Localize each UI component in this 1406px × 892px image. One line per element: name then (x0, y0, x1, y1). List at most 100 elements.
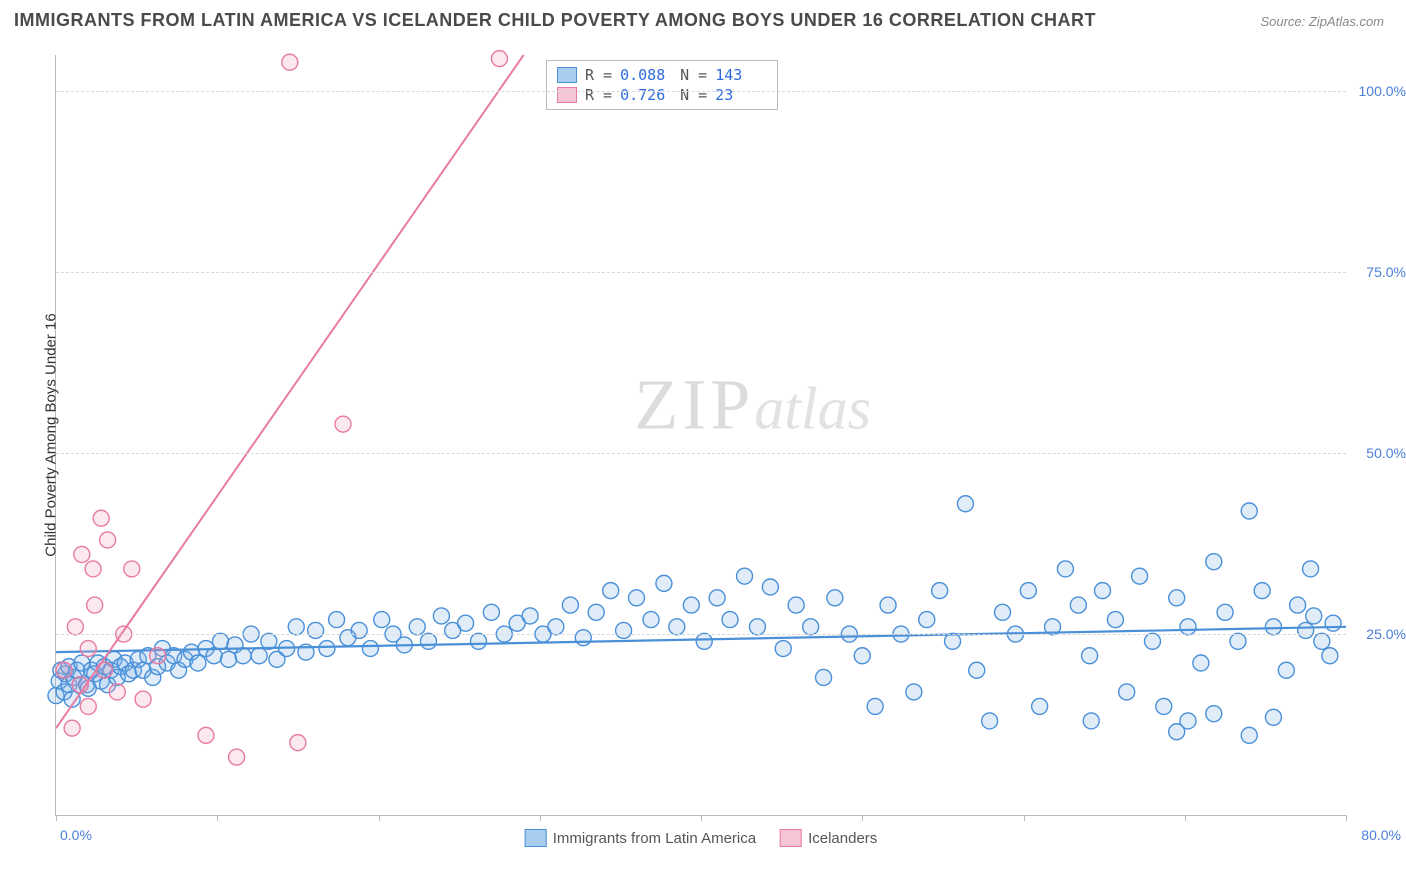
data-point-icelanders (282, 54, 298, 70)
data-point-latin (1217, 604, 1233, 620)
data-point-latin (190, 655, 206, 671)
data-point-icelanders (229, 749, 245, 765)
data-point-icelanders (198, 727, 214, 743)
x-tick (56, 815, 57, 821)
data-point-latin (420, 633, 436, 649)
data-point-latin (1107, 612, 1123, 628)
x-tick (540, 815, 541, 821)
data-point-latin (251, 648, 267, 664)
data-point-latin (696, 633, 712, 649)
data-point-latin (1057, 561, 1073, 577)
data-point-latin (1278, 662, 1294, 678)
data-point-latin (1303, 561, 1319, 577)
data-point-latin (308, 622, 324, 638)
data-point-latin (1306, 608, 1322, 624)
data-point-latin (588, 604, 604, 620)
chart-plot-area: Child Poverty Among Boys Under 16 ZIPatl… (55, 55, 1346, 816)
data-point-latin (319, 641, 335, 657)
data-point-latin (483, 604, 499, 620)
data-point-icelanders (74, 546, 90, 562)
data-point-latin (1314, 633, 1330, 649)
data-point-latin (212, 633, 228, 649)
data-point-latin (1169, 590, 1185, 606)
data-point-latin (1070, 597, 1086, 613)
data-point-latin (1156, 698, 1172, 714)
grid-line (56, 272, 1346, 273)
legend-label: Icelanders (808, 830, 877, 847)
data-point-icelanders (491, 51, 507, 67)
data-point-icelanders (109, 684, 125, 700)
legend-item: Immigrants from Latin America (525, 829, 756, 847)
data-point-latin (982, 713, 998, 729)
data-point-latin (1206, 706, 1222, 722)
r-label: R = (585, 86, 612, 104)
data-point-latin (1241, 503, 1257, 519)
data-point-latin (1180, 619, 1196, 635)
data-point-latin (374, 612, 390, 628)
data-point-latin (969, 662, 985, 678)
stats-row: R = 0.726 N = 23 (557, 85, 767, 105)
data-point-latin (749, 619, 765, 635)
data-point-latin (351, 622, 367, 638)
data-point-latin (562, 597, 578, 613)
data-point-icelanders (56, 662, 72, 678)
data-point-latin (775, 641, 791, 657)
data-point-latin (1298, 622, 1314, 638)
x-axis-max-label: 80.0% (1361, 827, 1401, 843)
data-point-icelanders (80, 698, 96, 714)
data-point-latin (1082, 648, 1098, 664)
n-label: N = (680, 86, 707, 104)
chart-title: IMMIGRANTS FROM LATIN AMERICA VS ICELAND… (14, 10, 1096, 31)
data-point-latin (1083, 713, 1099, 729)
data-point-latin (575, 630, 591, 646)
data-point-latin (643, 612, 659, 628)
data-point-latin (362, 641, 378, 657)
n-label: N = (680, 66, 707, 84)
x-axis-min-label: 0.0% (60, 827, 92, 843)
data-point-icelanders (67, 619, 83, 635)
grid-line (56, 634, 1346, 635)
data-point-latin (470, 633, 486, 649)
y-tick-label: 25.0% (1366, 626, 1406, 642)
scatter-plot-svg (56, 55, 1346, 815)
data-point-latin (737, 568, 753, 584)
data-point-latin (1193, 655, 1209, 671)
x-tick (1346, 815, 1347, 821)
data-point-latin (683, 597, 699, 613)
data-point-latin (1180, 713, 1196, 729)
x-tick (1185, 815, 1186, 821)
correlation-stats-box: R =0.088N =143R =0.726N = 23 (546, 60, 778, 110)
data-point-latin (867, 698, 883, 714)
x-tick (1024, 815, 1025, 821)
r-value: 0.726 (620, 86, 672, 104)
stats-row: R =0.088N =143 (557, 65, 767, 85)
data-point-icelanders (100, 532, 116, 548)
data-point-latin (1322, 648, 1338, 664)
data-point-icelanders (335, 416, 351, 432)
data-point-latin (880, 597, 896, 613)
legend-swatch (525, 829, 547, 847)
data-point-icelanders (87, 597, 103, 613)
data-point-latin (288, 619, 304, 635)
data-point-icelanders (150, 648, 166, 664)
data-point-latin (1241, 727, 1257, 743)
y-tick-label: 100.0% (1359, 83, 1406, 99)
n-value: 23 (715, 86, 767, 104)
data-point-latin (1254, 583, 1270, 599)
data-point-icelanders (85, 561, 101, 577)
data-point-latin (919, 612, 935, 628)
data-point-latin (458, 615, 474, 631)
data-point-latin (957, 496, 973, 512)
data-point-latin (1095, 583, 1111, 599)
data-point-latin (1145, 633, 1161, 649)
n-value: 143 (715, 66, 767, 84)
data-point-latin (433, 608, 449, 624)
data-point-latin (235, 648, 251, 664)
series-swatch (557, 67, 577, 83)
legend-label: Immigrants from Latin America (553, 830, 756, 847)
data-point-latin (616, 622, 632, 638)
data-point-latin (656, 575, 672, 591)
data-point-latin (522, 608, 538, 624)
data-point-latin (221, 651, 237, 667)
data-point-latin (1032, 698, 1048, 714)
